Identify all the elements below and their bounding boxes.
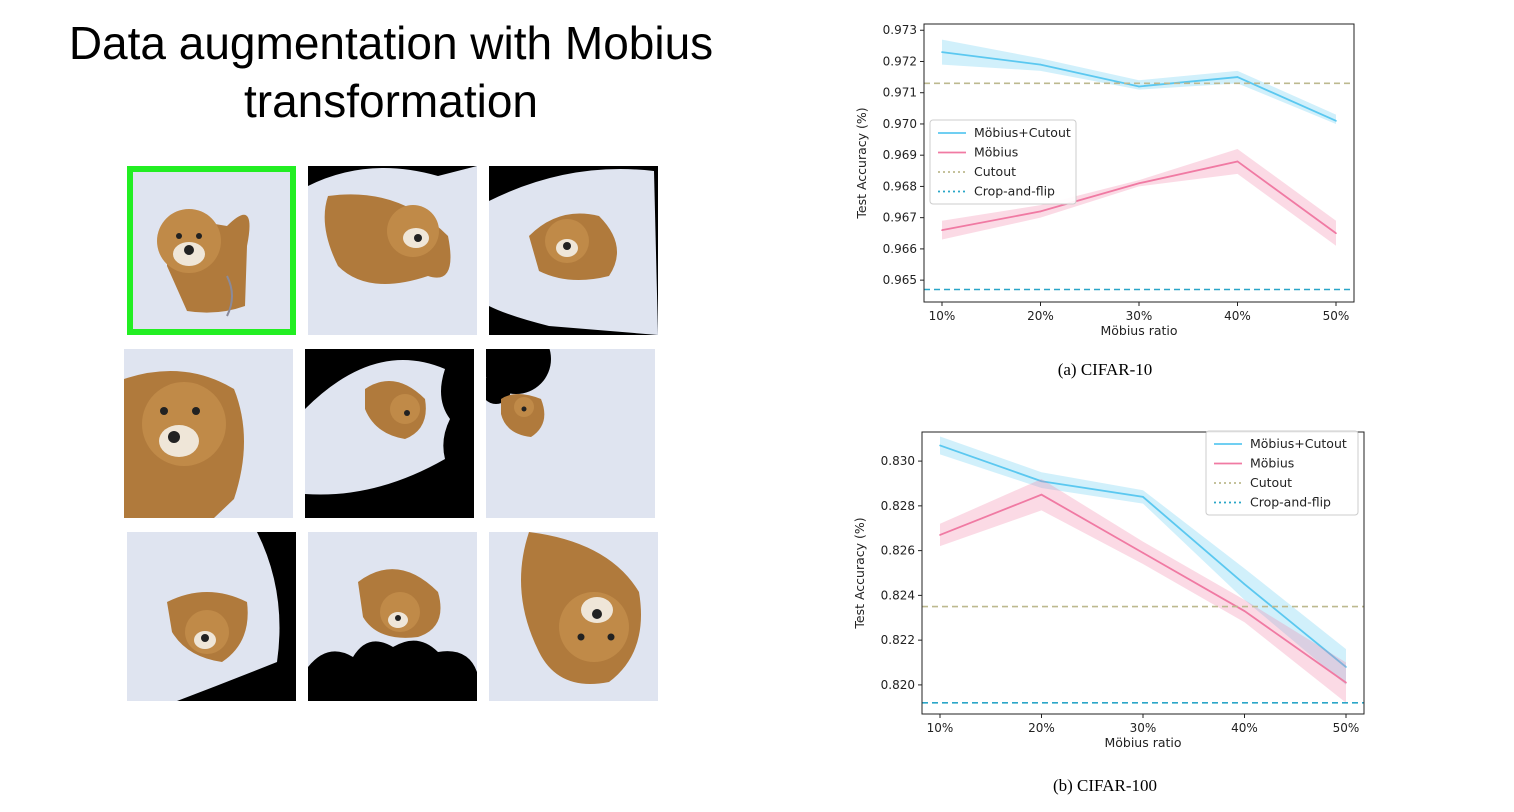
- x-tick-label: 30%: [1130, 721, 1157, 735]
- chart-cifar10: 0.965 0.966 0.967 0.968 0.969 0.970 0.971 0.972…: [854, 23, 1355, 338]
- x-tick-label: 40%: [1224, 309, 1251, 323]
- y-tick-label: 0.826: [881, 544, 915, 558]
- legend-label-crop-and-flip: Crop-and-flip: [974, 184, 1055, 199]
- caption-cifar10: (a) CIFAR-10: [1057, 360, 1153, 379]
- data-point-m-bius: [939, 534, 941, 536]
- data-point-m-bius-cutout: [1138, 85, 1140, 88]
- x-tick-label: 10%: [927, 721, 954, 735]
- x-tick-label: 40%: [1231, 721, 1258, 735]
- y-tick-label: 0.965: [883, 273, 917, 287]
- y-tick-label: 0.971: [883, 86, 917, 100]
- legend-label-cutout: Cutout: [974, 164, 1016, 179]
- y-axis-label: Test Accuracy (%): [852, 517, 867, 629]
- slide-title-line1: Data augmentation with Mobius: [68, 17, 714, 69]
- y-axis-label: Test Accuracy (%): [854, 107, 869, 219]
- y-tick-label: 0.820: [881, 678, 915, 692]
- image-tile-aug-4: [305, 349, 474, 518]
- y-tick-label: 0.973: [883, 23, 917, 37]
- slide-title: Data augmentation with Mobius transforma…: [0, 14, 782, 130]
- y-tick-label: 0.822: [881, 633, 915, 647]
- legend-label-m-bius-cutout: Möbius+Cutout: [974, 125, 1071, 140]
- data-point-m-bius: [941, 229, 943, 231]
- legend-box: [929, 119, 1077, 205]
- image-tile-aug-2: [489, 166, 658, 335]
- legend-label-m-bius: Möbius: [1250, 456, 1294, 471]
- x-axis-label: Möbius ratio: [1104, 735, 1181, 750]
- legend-label-m-bius: Möbius: [974, 145, 1018, 160]
- data-point-m-bius-cutout: [1236, 76, 1239, 78]
- legend-label-m-bius-cutout: Möbius+Cutout: [1250, 436, 1347, 451]
- y-tick-label: 0.966: [883, 242, 917, 256]
- confidence-band-m-bius-cutout: [942, 39, 1336, 124]
- data-point-m-bius: [1345, 681, 1347, 684]
- image-tile-aug-5: [486, 349, 655, 518]
- y-tick-label: 0.830: [881, 454, 915, 468]
- caption-cifar100: (b) CIFAR-100: [1052, 776, 1158, 795]
- data-point-m-bius-cutout: [1335, 120, 1337, 122]
- data-point-m-bius: [1142, 552, 1144, 554]
- y-tick-label: 0.967: [883, 211, 917, 225]
- legend-label-crop-and-flip: Crop-and-flip: [1250, 495, 1331, 510]
- y-tick-label: 0.970: [883, 117, 917, 131]
- legend-box: [1205, 430, 1359, 516]
- x-tick-label: 30%: [1126, 309, 1153, 323]
- y-tick-label: 0.968: [883, 179, 917, 193]
- data-point-m-bius: [1040, 493, 1043, 496]
- x-tick-label: 50%: [1333, 721, 1360, 735]
- data-point-m-bius: [1039, 210, 1042, 213]
- legend-label-cutout: Cutout: [1250, 475, 1292, 490]
- x-axis-label: Möbius ratio: [1100, 323, 1177, 338]
- data-point-m-bius: [1335, 232, 1337, 235]
- y-tick-label: 0.828: [881, 499, 915, 513]
- confidence-band-m-bius-cutout: [940, 436, 1346, 685]
- data-point-m-bius-cutout: [941, 51, 943, 53]
- data-point-m-bius-cutout: [1142, 496, 1144, 498]
- data-point-m-bius: [1243, 610, 1246, 612]
- image-tile-aug-8: [489, 532, 658, 701]
- image-tile-aug-6: [127, 532, 296, 701]
- data-point-m-bius-cutout: [939, 444, 941, 447]
- y-tick-label: 0.969: [883, 148, 917, 162]
- x-tick-label: 20%: [1027, 309, 1054, 323]
- image-tile-aug-1: [308, 166, 477, 335]
- x-tick-label: 10%: [929, 309, 956, 323]
- x-tick-label: 20%: [1028, 721, 1055, 735]
- data-point-m-bius: [1138, 182, 1140, 185]
- y-tick-label: 0.972: [883, 54, 917, 68]
- data-point-m-bius: [1236, 160, 1239, 163]
- slide-title-line2: transformation: [243, 75, 538, 127]
- x-tick-label: 50%: [1323, 309, 1350, 323]
- image-tile-aug-3: [124, 349, 293, 518]
- data-point-m-bius-cutout: [1345, 666, 1347, 668]
- image-tile-aug-7: [308, 532, 477, 701]
- chart-cifar100: 0.820 0.822 0.824 0.826 0.828 0.830 10% 20% 30% 4…: [852, 430, 1365, 750]
- y-tick-label: 0.824: [881, 588, 915, 602]
- data-point-m-bius-cutout: [1039, 63, 1042, 66]
- confidence-band-m-bius: [942, 148, 1336, 246]
- image-tile-original: [127, 166, 296, 335]
- data-point-m-bius-cutout: [1243, 583, 1246, 585]
- data-point-m-bius-cutout: [1040, 480, 1043, 483]
